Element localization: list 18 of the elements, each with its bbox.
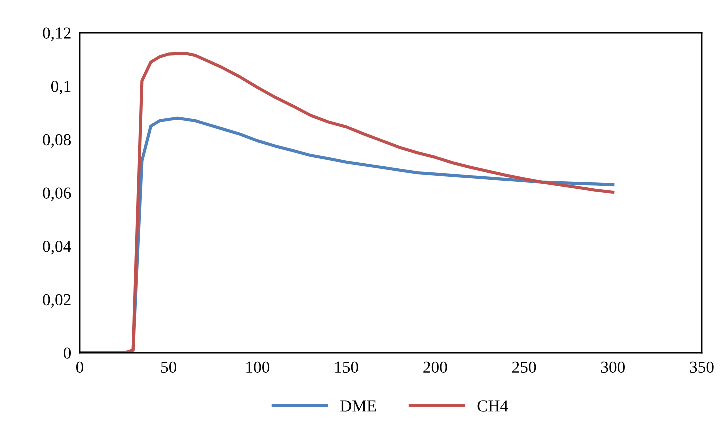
x-tick-label: 50 — [161, 362, 177, 374]
x-tick-label: 300 — [601, 362, 626, 374]
line-series — [80, 52, 615, 353]
x-tick-label: 0 — [76, 362, 84, 374]
legend-label: CH4 — [478, 400, 508, 412]
x-tick-label: 350 — [690, 362, 714, 374]
y-tick-label: 0,04 — [43, 241, 72, 255]
x-tick-label: 250 — [512, 362, 536, 374]
x-tick-label: 100 — [246, 362, 270, 374]
y-tick-label: 0 — [64, 348, 72, 359]
y-tick-label: 0,1 — [51, 81, 71, 95]
x-tick-label: 150 — [336, 362, 358, 374]
x-tick-label: 200 — [424, 362, 448, 374]
y-tick-label: 0,08 — [43, 134, 72, 148]
y-tick-label: 0,06 — [43, 188, 72, 202]
legend-label: DME — [340, 400, 376, 412]
y-tick-label: 0,02 — [43, 294, 71, 308]
y-tick-label: 0,12 — [43, 28, 71, 42]
